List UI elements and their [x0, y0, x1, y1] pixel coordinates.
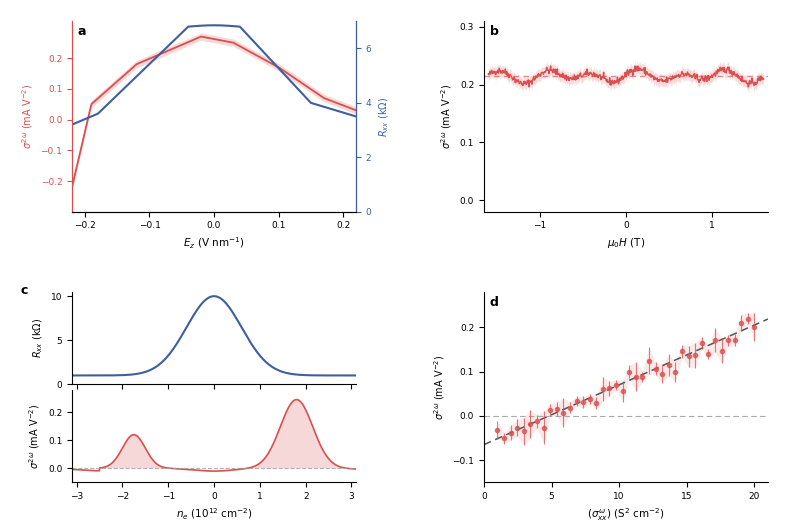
Y-axis label: $\sigma^{2\omega}\ \mathrm{(mA\ V^{-2})}$: $\sigma^{2\omega}\ \mathrm{(mA\ V^{-2})}… [439, 84, 454, 149]
X-axis label: $\mu_0 H\ \mathrm{(T)}$: $\mu_0 H\ \mathrm{(T)}$ [606, 236, 645, 250]
Y-axis label: $\sigma^{2\omega}\ \mathrm{(mA\ V^{-2})}$: $\sigma^{2\omega}\ \mathrm{(mA\ V^{-2})}… [27, 403, 42, 469]
X-axis label: $E_z\ \mathrm{(V\ nm^{-1})}$: $E_z\ \mathrm{(V\ nm^{-1})}$ [183, 236, 245, 251]
Text: a: a [78, 25, 86, 38]
Y-axis label: $R_{xx}\ \mathrm{(k\Omega)}$: $R_{xx}\ \mathrm{(k\Omega)}$ [377, 96, 390, 137]
X-axis label: $(\sigma_{xx}^\omega)\ \mathrm{(S^2\ cm^{-2})}$: $(\sigma_{xx}^\omega)\ \mathrm{(S^2\ cm^… [587, 507, 665, 524]
Y-axis label: $\sigma^{2\omega}\ \mathrm{(mA\ V^{-2})}$: $\sigma^{2\omega}\ \mathrm{(mA\ V^{-2})}… [20, 84, 35, 149]
Y-axis label: $R_{xx}\ \mathrm{(k\Omega)}$: $R_{xx}\ \mathrm{(k\Omega)}$ [32, 318, 46, 358]
X-axis label: $n_e\ \mathrm{(10^{12}\ cm^{-2})}$: $n_e\ \mathrm{(10^{12}\ cm^{-2})}$ [175, 507, 253, 522]
Y-axis label: $\sigma^{2\omega}\ \mathrm{(mA\ V^{-2})}$: $\sigma^{2\omega}\ \mathrm{(mA\ V^{-2})}… [432, 355, 446, 420]
Text: d: d [490, 296, 498, 308]
Text: c: c [21, 285, 28, 297]
Text: b: b [490, 25, 498, 38]
